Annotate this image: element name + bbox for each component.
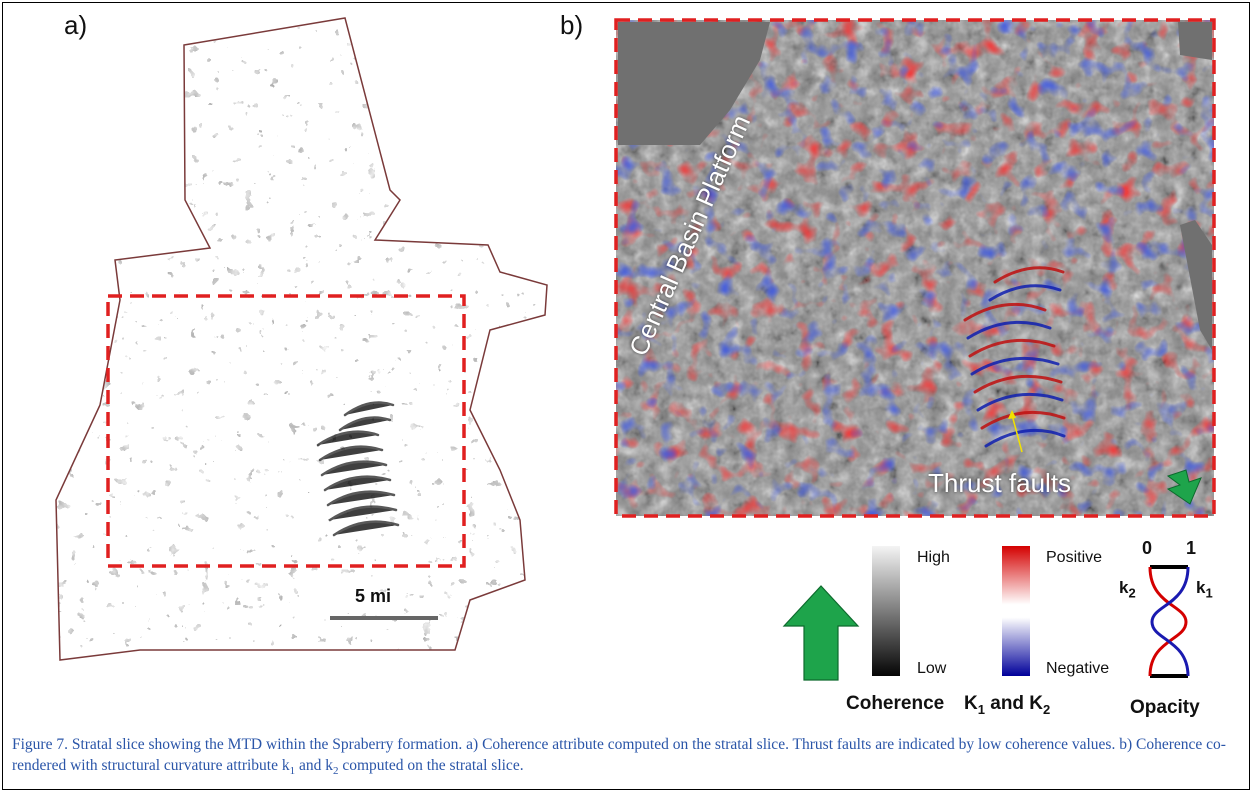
opacity-curve-icon — [1148, 565, 1190, 678]
north-arrow-icon — [782, 585, 860, 681]
coherence-low-label: Low — [917, 660, 947, 677]
opacity-title: Opacity — [1130, 697, 1200, 718]
panel-a-label: a) — [64, 10, 88, 40]
north-arrow-small-icon — [1166, 469, 1202, 505]
coherence-colorbar — [872, 546, 900, 676]
figure-caption: Figure 7. Stratal slice showing the MTD … — [12, 736, 1226, 778]
curvature-positive-label: Positive — [1046, 549, 1103, 566]
panel-b-label: b) — [560, 10, 584, 40]
coherence-title: Coherence — [846, 693, 945, 714]
thrust-faults-label: Thrust faults — [928, 468, 1072, 498]
corendered-map — [616, 20, 1214, 516]
curvature-title: K1 and K2 — [964, 693, 1051, 717]
region-box-a — [106, 294, 466, 568]
opacity-k1-label: k1 — [1196, 578, 1213, 601]
curvature-negative-label: Negative — [1046, 660, 1110, 677]
coherence-high-label: High — [917, 549, 950, 566]
curvature-colorbar — [1002, 546, 1030, 676]
opacity-one-label: 1 — [1186, 538, 1197, 558]
opacity-zero-label: 0 — [1142, 538, 1153, 558]
coherence-map — [55, 17, 548, 661]
region-box-b — [614, 18, 1216, 518]
opacity-k2-label: k2 — [1119, 578, 1136, 601]
scale-bar-label: 5 mi — [355, 586, 392, 606]
